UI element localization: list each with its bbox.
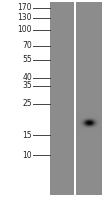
Text: 70: 70: [22, 42, 32, 50]
Bar: [76, 2, 102, 195]
Text: 25: 25: [22, 99, 32, 108]
Text: 55: 55: [22, 55, 32, 64]
Text: 100: 100: [18, 25, 32, 34]
Bar: [50, 2, 74, 195]
Text: 15: 15: [22, 130, 32, 140]
Text: 170: 170: [18, 3, 32, 12]
Text: 130: 130: [18, 14, 32, 22]
Text: 35: 35: [22, 82, 32, 90]
Text: 10: 10: [22, 150, 32, 160]
Text: 40: 40: [22, 73, 32, 82]
